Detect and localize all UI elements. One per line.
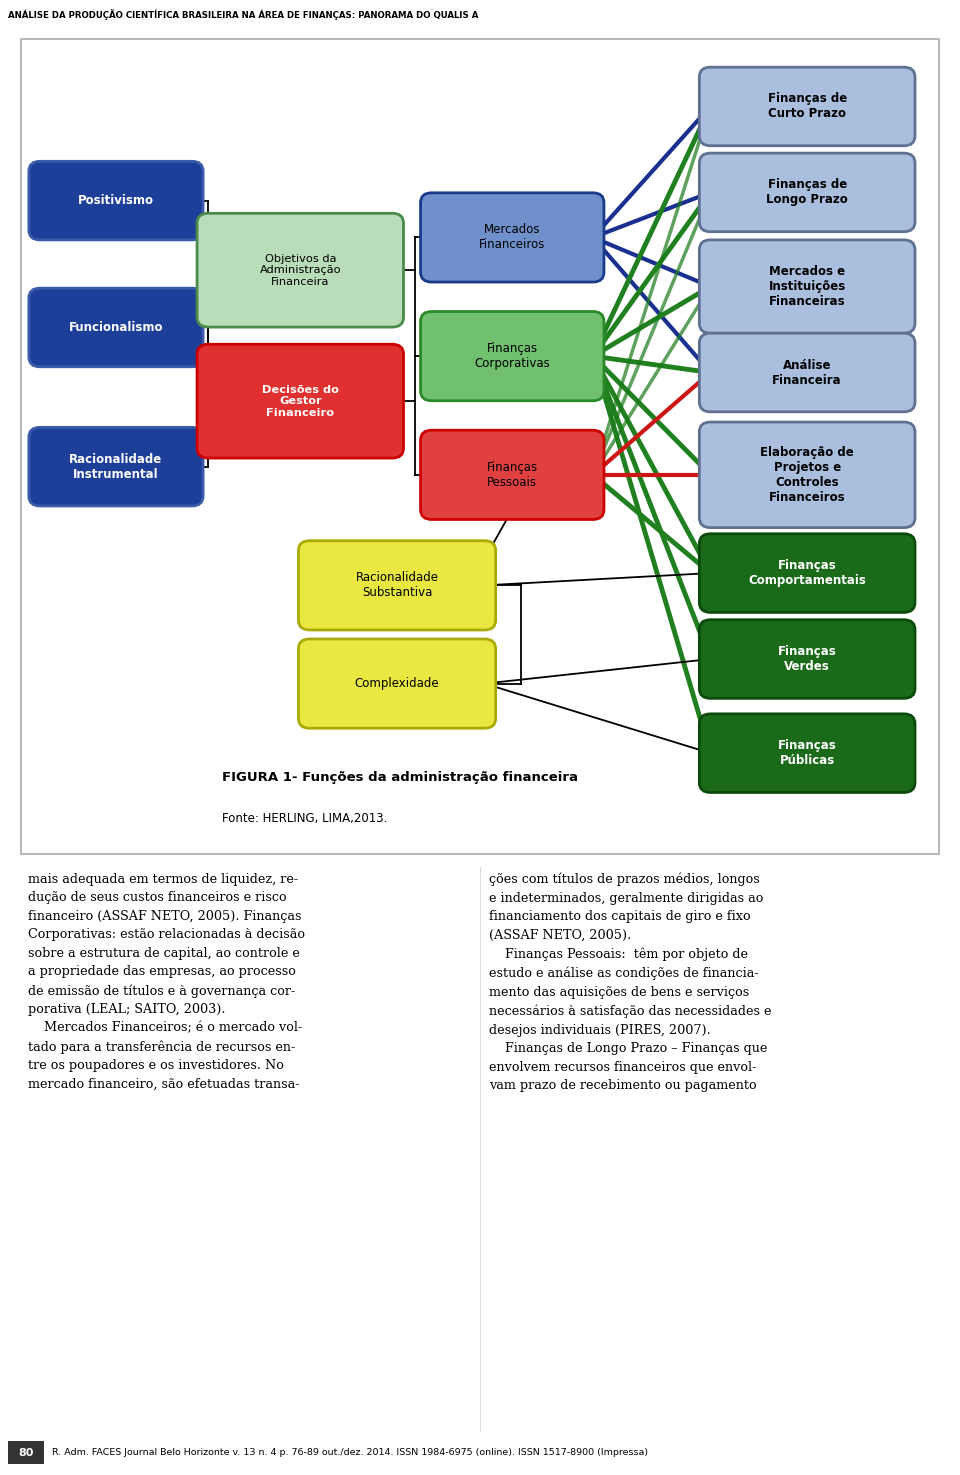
FancyBboxPatch shape: [29, 428, 204, 506]
Text: Objetivos da
Administração
Financeira: Objetivos da Administração Financeira: [259, 254, 341, 286]
FancyBboxPatch shape: [699, 333, 915, 412]
Text: Complexidade: Complexidade: [355, 677, 440, 690]
FancyBboxPatch shape: [699, 714, 915, 792]
FancyBboxPatch shape: [699, 153, 915, 232]
Text: Elaboração de
Projetos e
Controles
Financeiros: Elaboração de Projetos e Controles Finan…: [760, 445, 854, 504]
Text: Finanças
Corporativas: Finanças Corporativas: [474, 342, 550, 370]
FancyBboxPatch shape: [699, 240, 915, 333]
Text: ANÁLISE DA PRODUÇÃO CIENTÍFICA BRASILEIRA NA ÁREA DE FINANÇAS: PANORAMA DO QUALI: ANÁLISE DA PRODUÇÃO CIENTÍFICA BRASILEIR…: [8, 9, 478, 21]
Text: Finanças
Comportamentais: Finanças Comportamentais: [748, 559, 866, 587]
FancyBboxPatch shape: [420, 311, 604, 401]
Text: Racionalidade
Instrumental: Racionalidade Instrumental: [69, 453, 162, 481]
FancyBboxPatch shape: [29, 161, 204, 240]
FancyBboxPatch shape: [299, 541, 495, 630]
Text: Finanças de
Curto Prazo: Finanças de Curto Prazo: [768, 93, 847, 121]
Text: Mercados e
Instituições
Financeiras: Mercados e Instituições Financeiras: [769, 266, 846, 308]
FancyBboxPatch shape: [420, 193, 604, 282]
Text: Positivismo: Positivismo: [78, 195, 154, 207]
Text: ções com títulos de prazos médios, longos
e indeterminados, geralmente dirigidas: ções com títulos de prazos médios, longo…: [490, 873, 772, 1093]
FancyBboxPatch shape: [699, 68, 915, 146]
FancyBboxPatch shape: [29, 288, 204, 367]
FancyBboxPatch shape: [699, 534, 915, 612]
FancyBboxPatch shape: [8, 1441, 44, 1465]
FancyBboxPatch shape: [21, 38, 939, 854]
Text: Finanças de
Longo Prazo: Finanças de Longo Prazo: [766, 178, 848, 207]
FancyBboxPatch shape: [699, 620, 915, 698]
Text: Finanças
Pessoais: Finanças Pessoais: [487, 460, 538, 488]
FancyBboxPatch shape: [699, 422, 915, 528]
Text: Fonte: HERLING, LIMA,2013.: Fonte: HERLING, LIMA,2013.: [222, 813, 387, 825]
FancyBboxPatch shape: [299, 639, 495, 729]
FancyBboxPatch shape: [197, 214, 403, 327]
Text: Mercados
Financeiros: Mercados Financeiros: [479, 223, 545, 251]
Text: FIGURA 1- Funções da administração financeira: FIGURA 1- Funções da administração finan…: [222, 771, 578, 785]
Text: Análise
Financeira: Análise Financeira: [773, 358, 842, 386]
Text: Finanças
Públicas: Finanças Públicas: [778, 739, 836, 767]
Text: Racionalidade
Substantiva: Racionalidade Substantiva: [355, 571, 439, 599]
Text: mais adequada em termos de liquidez, re-
dução de seus custos financeiros e risc: mais adequada em termos de liquidez, re-…: [29, 873, 305, 1092]
Text: Funcionalismo: Funcionalismo: [69, 322, 163, 333]
Text: 80: 80: [18, 1448, 34, 1457]
Text: Decisões do
Gestor
Financeiro: Decisões do Gestor Financeiro: [262, 385, 339, 417]
Text: R. Adm. FACES Journal Belo Horizonte v. 13 n. 4 p. 76-89 out./dez. 2014. ISSN 19: R. Adm. FACES Journal Belo Horizonte v. …: [52, 1448, 648, 1457]
FancyBboxPatch shape: [197, 344, 403, 459]
FancyBboxPatch shape: [420, 431, 604, 519]
Text: Finanças
Verdes: Finanças Verdes: [778, 645, 836, 673]
